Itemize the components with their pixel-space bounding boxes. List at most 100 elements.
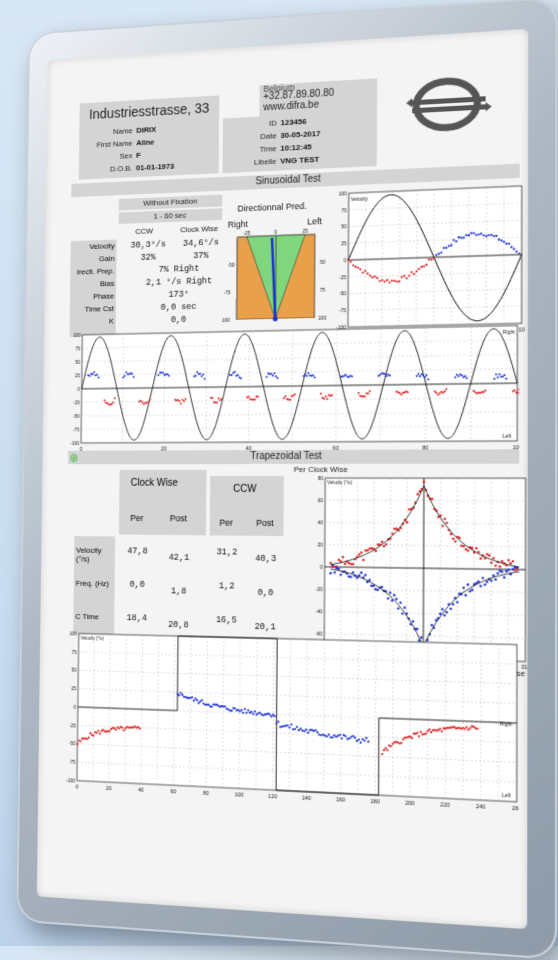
y-tick-label: -25 [69,723,76,729]
y-tick-label: -100 [66,778,76,785]
y-tick-label: -25 [339,275,347,281]
dob-label: D.O.B. [79,164,132,175]
param-cw: 34,6°/s [174,237,227,249]
libelle-label: Libelle [223,157,277,168]
x-tick-label: 160 [336,797,345,804]
trap-row-label: Velocity (°/s) [74,546,117,564]
patient-info-left: Name DIRIX First Name Aline Sex F D.O.B.… [79,119,219,180]
y-tick-label: 80 [318,476,324,482]
first-name-label: First Name [79,139,132,150]
dir-tick: 25 [302,228,308,234]
dir-tick: -25 [243,231,250,237]
sinusoidal-rows [48,29,529,60]
x-tick-label: 01: [522,664,528,671]
trap-value: 16,5 [209,615,244,626]
x-tick-label: 40 [138,787,144,793]
x-tick-label: 20 [106,786,112,792]
y-tick-label: -75 [73,427,80,433]
id-value: 123456 [281,117,307,127]
date-label: Date [223,131,277,143]
trap-value: 40,3 [248,554,283,564]
col-ccw: CCW [135,227,153,236]
difra-logo [404,71,496,136]
trap-col-ccw: CCW [233,484,256,495]
bottom-ylabel: Velocity (°/s) [81,635,105,641]
sex-value: F [136,151,141,160]
param-cw: 37% [174,250,227,262]
phase-point-cw [452,538,454,540]
x-tick-label: 260 [512,806,519,813]
y-tick-label: 50 [341,225,347,231]
y-tick-label: 0 [77,387,80,393]
name-value: DIRIX [136,125,156,135]
eye-velocity-point [519,389,520,391]
trap-col-cw: Clock Wise [131,478,178,489]
y-tick-label: 0 [320,565,323,571]
directional-gauge: -25025-5050-7575-100100 [221,226,329,336]
param-value: 7% Right [127,263,231,276]
trap-value: 1,8 [161,586,195,597]
trap-value: 20,1 [248,622,283,633]
x-tick-label: 180 [370,799,379,806]
y-tick-label: 75 [341,208,347,214]
report-page: Industriesstrasse, 33 Belgium +32.87.89.… [37,29,528,929]
sine-chart-long: 1007550250-25-50-75-100020406080100Right… [68,321,520,466]
phase-point-cw [416,493,418,495]
trapezoidal-title: Trapezoidal Test [68,449,519,464]
y-tick-label: 100 [73,333,81,339]
sex-label: Sex [79,151,132,162]
y-tick-label: 20 [317,542,323,548]
dir-tick: 0 [275,230,278,236]
time-label: Time [223,144,277,155]
y-tick-label: 0 [344,258,347,264]
y-tick-label: 50 [71,668,77,674]
param-value: 173° [127,288,231,301]
y-tick-label: -100 [70,441,80,447]
name-label: Name [79,126,132,137]
first-name-value: Aline [136,138,154,148]
trap-value: 0,0 [120,580,154,590]
x-tick-label: 60 [170,789,176,796]
y-tick-label: -25 [73,400,80,406]
dir-tick: 50 [320,260,326,266]
col-cw: Clock Wise [180,224,218,234]
y-tick-label: 75 [72,650,78,656]
dob-value: 01-01-1973 [136,162,174,172]
param-label: Time Cst [70,304,114,314]
trapezoid-chart: 1007550250-25-50-75-10002040608010012014… [63,629,519,897]
phase-title-per-cw: Per Clock Wise [294,465,348,474]
time-range: 1 - 60 sec [119,208,222,224]
y-tick-label: 100 [69,631,77,637]
y-tick-label: 50 [75,360,80,366]
trap-subheader: Post [250,518,279,528]
trap-value: 31,2 [210,547,245,557]
y-tick-label: -75 [339,308,347,314]
y-tick-label: -50 [339,291,347,297]
phase-point-cw [446,522,448,524]
param-ccw: 30,3°/s [122,239,174,251]
trap-row-label: Freq. (Hz) [74,579,117,589]
date-value: 30-05-2017 [280,129,320,140]
id-label: ID [223,119,277,131]
trap-value: 0,0 [248,588,283,599]
long-left-label: Left [503,434,512,440]
dir-left: Left [307,216,322,226]
phase-point-cw [393,528,395,530]
patient-info-right: ID 123456 Date 30-05-2017 Time 10:12:45 … [222,110,377,173]
y-tick-label: 25 [75,373,80,379]
trap-subheader: Post [164,513,193,523]
x-tick-label: 140 [302,795,311,802]
long-right-label: Right [503,329,516,336]
phase-point-cw [418,490,420,492]
trap-value: 42,1 [162,553,196,563]
param-label: Irecti. Prep. [70,267,114,277]
y-tick-label: 40 [317,520,323,526]
y-tick-label: 75 [75,346,80,352]
x-tick-label: 120 [268,794,277,801]
param-value: 0,0 sec [127,301,231,313]
x-tick-label: 100 [235,792,244,799]
phase-point-cw [444,518,446,520]
x-tick-label: 240 [476,804,486,811]
phase-frame [324,478,525,662]
phase-point-cw [431,498,433,500]
